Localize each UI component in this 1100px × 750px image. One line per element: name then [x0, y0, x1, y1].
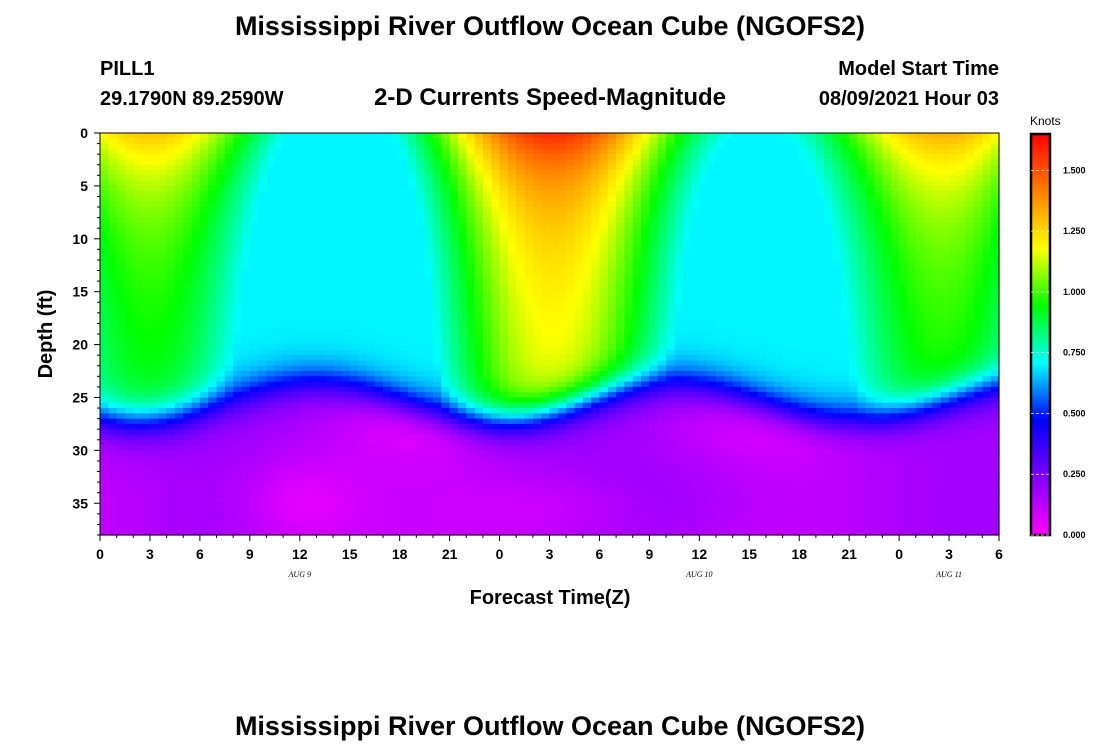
colorbar-tick-label: 1.000 — [1063, 287, 1086, 297]
x-tick-label: 21 — [442, 546, 458, 562]
x-tick-label: 12 — [692, 546, 708, 562]
x-tick-label: 0 — [96, 546, 104, 562]
x-tick-label: 21 — [841, 546, 857, 562]
x-tick-label: 9 — [246, 546, 254, 562]
station-name: PILL1 — [100, 58, 154, 80]
x-tick-label: 0 — [496, 546, 504, 562]
x-tick-label: 9 — [645, 546, 653, 562]
colorbar-tick-label: 1.500 — [1063, 165, 1086, 175]
y-tick-label: 10 — [72, 231, 88, 247]
y-tick-label: 20 — [72, 337, 88, 353]
x-tick-label: 18 — [791, 546, 807, 562]
y-axis: 0 5 10 15 20 25 30 35 — [72, 125, 100, 536]
page-title: Mississippi River Outflow Ocean Cube (NG… — [235, 11, 865, 41]
y-tick-label: 0 — [80, 125, 88, 141]
colorbar-tick-label: 0.250 — [1063, 469, 1086, 479]
x-tick-label: 18 — [392, 546, 408, 562]
heatmap-field — [100, 133, 1000, 536]
x-tick-label: 0 — [895, 546, 903, 562]
x-axis-label: Forecast Time(Z) — [470, 587, 631, 609]
y-tick-label: 35 — [72, 495, 88, 511]
y-tick-label: 30 — [72, 442, 88, 458]
x-tick-label: 15 — [741, 546, 757, 562]
y-tick-label: 25 — [72, 389, 88, 405]
station-location: 29.1790N 89.2590W — [100, 88, 284, 110]
colorbar-ticks: 0.000 0.250 0.500 0.750 1.000 1.250 1.500 — [1031, 165, 1086, 540]
date-label: AUG 9 — [288, 570, 311, 579]
x-tick-label: 3 — [146, 546, 154, 562]
colorbar — [1029, 132, 1052, 537]
y-tick-label: 15 — [72, 284, 88, 300]
model-start-value: 08/09/2021 Hour 03 — [819, 88, 999, 110]
x-tick-label: 6 — [196, 546, 204, 562]
x-tick-label: 15 — [342, 546, 358, 562]
x-tick-label: 6 — [596, 546, 604, 562]
colorbar-unit: Knots — [1030, 114, 1061, 128]
y-axis-label: Depth (ft) — [35, 290, 57, 379]
x-tick-label: 6 — [995, 546, 1003, 562]
date-label: AUG 10 — [685, 570, 712, 579]
colorbar-tick-label: 0.000 — [1063, 530, 1086, 540]
x-tick-label: 3 — [945, 546, 953, 562]
y-tick-label: 5 — [80, 178, 88, 194]
footer-title: Mississippi River Outflow Ocean Cube (NG… — [235, 711, 865, 741]
chart-subtitle: 2-D Currents Speed-Magnitude — [374, 84, 726, 111]
x-tick-label: 12 — [292, 546, 308, 562]
x-axis: 0 3 6 9 12 15 18 21 0 3 6 9 12 15 18 21 0 3 6 AUG 9 AUG 10 AU… — [96, 535, 1003, 579]
colorbar-tick-label: 0.500 — [1063, 408, 1086, 418]
colorbar-tick-label: 1.250 — [1063, 226, 1086, 236]
date-label: AUG 11 — [935, 570, 962, 579]
model-start-label: Model Start Time — [838, 58, 999, 80]
colorbar-tick-label: 0.750 — [1063, 348, 1086, 358]
x-tick-label: 3 — [546, 546, 554, 562]
